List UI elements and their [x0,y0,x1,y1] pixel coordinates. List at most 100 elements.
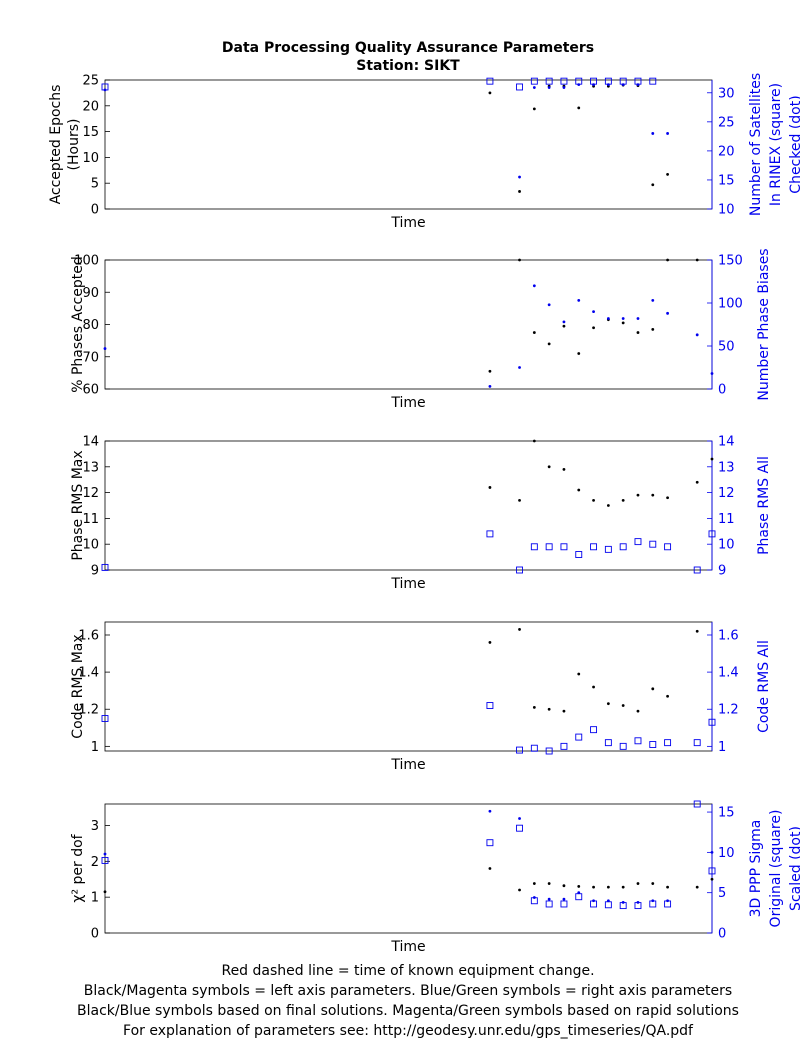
left-tick-label: 70 [82,350,99,365]
left-dot-point [606,504,610,507]
left-dot-point [532,882,536,885]
left-dot-point [621,321,625,325]
left-tick-label: 11 [82,512,99,527]
right-square-point [708,867,716,875]
left-dot-point [488,641,492,644]
right-tick-label: 0 [718,383,726,398]
right-axis-label: Code RMS All [756,640,772,733]
right-axis-label: 3D PPP Sigma [748,820,764,918]
right-square-point [575,733,583,741]
left-tick-label: 12 [82,486,99,501]
footer-line-4: For explanation of parameters see: http:… [123,1023,694,1039]
right-tick-label: 150 [718,254,743,269]
right-square-point [693,800,701,808]
right-square-point [486,839,494,847]
right-tick-label: 11 [718,512,735,527]
plot-frame [104,803,713,934]
left-tick-label: 60 [82,383,99,398]
right-axis-label: Phase RMS All [756,456,772,555]
left-dot-point [488,867,492,870]
plot-frame [104,621,713,752]
right-dot-point [606,317,610,320]
left-dot-point [547,342,551,346]
left-dot-point [666,885,669,889]
right-square-point [634,737,642,745]
left-tick-label: 20 [82,99,99,114]
marks [101,439,716,574]
panel-3: 9 10 11 12 13 14 9 10 11 12 13 14 Time Phase RMS Max P… [70,435,772,593]
right-square-point [101,715,109,722]
left-dot-point [695,885,699,889]
left-tick-label: 15 [82,125,99,140]
plot-frame [104,79,713,210]
right-tick-label: 15 [718,806,735,821]
right-square-point [619,77,627,85]
right-square-point [101,83,109,91]
left-tick-label: 2 [91,855,99,870]
right-square-point [693,566,701,574]
left-axis-label: χ² per dof [70,833,86,902]
left-tick-label: 1.2 [78,703,99,718]
right-tick-label: 25 [718,115,735,130]
left-dot-point [636,882,640,885]
right-square-point [516,746,523,754]
left-tick-label: 9 [91,564,99,579]
left-axis-label: Code RMS Max [70,634,86,738]
right-tick-label: 13 [718,460,735,475]
left-dot-point [103,890,107,894]
left-dot-point [695,258,699,262]
right-tick-label: 1.4 [718,666,739,681]
right-dot-point [103,347,107,350]
right-tick-label: 50 [718,340,735,355]
left-dot-point [577,885,581,888]
footer-line-2: Black/Magenta symbols = left axis parame… [84,983,732,999]
right-tick-label: 9 [718,564,726,579]
left-dot-point [518,190,521,193]
left-axis-label: Phase RMS Max [70,450,86,560]
left-axis-label: (Hours) [66,119,82,171]
right-dot-point [488,809,492,813]
left-dot-point [562,467,566,471]
right-tick-label: 1.2 [718,703,739,718]
left-dot-point [710,877,714,881]
right-square-point [604,77,612,85]
marks [101,800,716,910]
right-square-point [708,718,716,726]
left-dot-point [592,885,595,889]
left-tick-label: 90 [82,286,99,301]
left-tick-label: 0 [91,203,99,218]
left-dot-point [666,694,669,698]
left-dot-point [621,498,625,502]
right-square-point [101,856,109,864]
left-dot-point [621,704,625,707]
right-dot-point [547,303,551,307]
right-dot-point [103,852,107,856]
marks [101,77,669,193]
right-square-point [649,77,657,85]
left-dot-point [651,493,655,497]
right-square-point [486,77,494,85]
left-tick-label: 80 [82,318,99,333]
right-square-point [530,77,538,85]
panel-2: 60 70 80 90 100 0 50 100 150 Time % Phases Accepte… [70,248,772,411]
marks [103,258,714,388]
right-square-point [575,893,583,901]
marks [101,628,716,755]
left-dot-point [592,498,595,502]
right-square-point [545,77,553,85]
left-dot-point [666,496,669,500]
plot-frame [104,259,713,390]
right-square-point [604,739,612,747]
plot-frame [104,440,713,571]
left-dot-point [518,498,521,502]
left-dot-point [651,327,655,331]
right-axis-label: Number of Satellites [748,73,764,216]
right-square-point [575,551,583,558]
left-tick-label: 1 [91,891,99,906]
right-square-point [590,77,598,85]
right-square-point [634,77,642,85]
right-dot-point [606,83,610,87]
right-dot-point [666,132,669,135]
